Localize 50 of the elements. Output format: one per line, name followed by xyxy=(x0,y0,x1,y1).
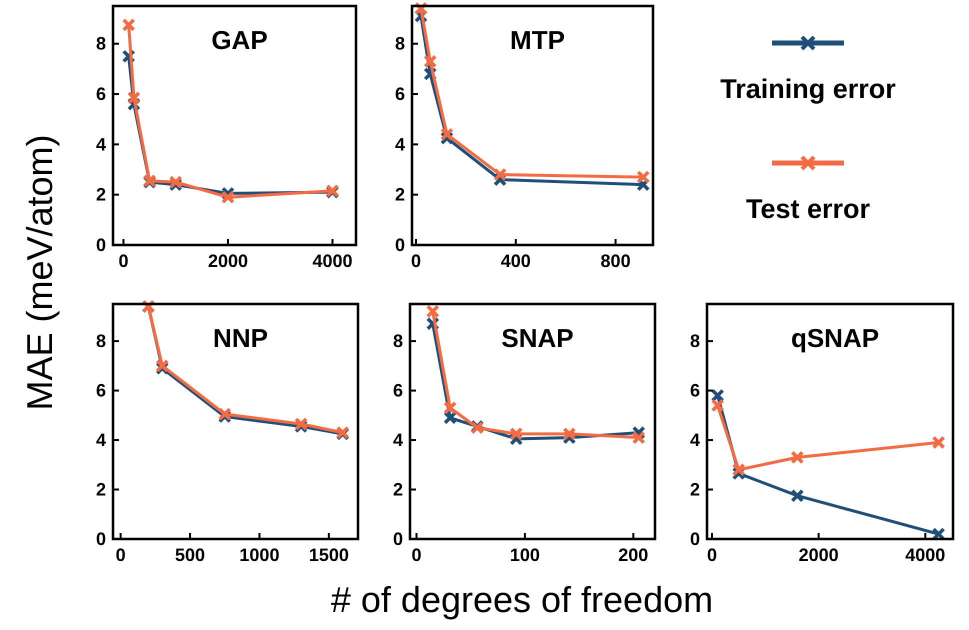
y-tick-label: 6 xyxy=(392,380,403,401)
legend-label: Training error xyxy=(720,74,896,104)
x-tick-label: 1000 xyxy=(239,545,280,565)
y-axis-title: MAE (meV/atom) xyxy=(19,134,60,411)
x-tick-label: 0 xyxy=(118,251,128,271)
y-tick-label: 8 xyxy=(96,331,106,352)
y-tick-label: 0 xyxy=(394,235,405,255)
y-tick-label: 2 xyxy=(96,480,106,500)
y-tick-label: 8 xyxy=(96,34,106,54)
y-tick-label: 4 xyxy=(392,430,403,450)
x-tick-label: 0 xyxy=(411,545,422,565)
y-tick-label: 8 xyxy=(690,331,700,352)
y-tick-label: 0 xyxy=(392,529,403,549)
x-tick-label: 0 xyxy=(707,545,718,565)
legend-label: Test error xyxy=(746,194,871,224)
x-tick-label: 100 xyxy=(510,545,540,565)
y-tick-label: 6 xyxy=(690,380,700,401)
x-tick-label: 1500 xyxy=(308,545,349,565)
x-tick-label: 0 xyxy=(410,251,421,271)
x-tick-label: 4000 xyxy=(312,251,353,271)
y-tick-label: 2 xyxy=(690,480,700,500)
x-tick-label: 500 xyxy=(175,545,206,565)
y-tick-label: 8 xyxy=(394,34,405,54)
y-tick-label: 6 xyxy=(394,84,405,104)
x-tick-label: 4000 xyxy=(905,545,946,565)
y-tick-label: 0 xyxy=(96,235,106,255)
text: GAP xyxy=(211,25,268,55)
y-tick-label: 2 xyxy=(96,184,106,205)
y-tick-label: 4 xyxy=(96,430,106,450)
y-tick-label: 4 xyxy=(690,430,700,450)
y-tick-label: 6 xyxy=(96,380,106,401)
x-tick-label: 200 xyxy=(618,545,648,565)
y-tick-label: 2 xyxy=(394,184,405,205)
y-tick-label: 6 xyxy=(96,84,106,104)
x-tick-label: 2000 xyxy=(208,251,248,271)
y-tick-label: 4 xyxy=(96,134,106,154)
y-tick-label: 4 xyxy=(394,134,405,154)
y-tick-label: 0 xyxy=(690,529,700,549)
x-tick-label: 2000 xyxy=(798,545,839,565)
text: qSNAP xyxy=(790,323,880,353)
x-tick-label: 400 xyxy=(500,251,531,271)
text: NNP xyxy=(213,323,268,353)
text: MTP xyxy=(510,25,565,55)
x-tick-label: 0 xyxy=(116,545,126,565)
y-tick-label: 8 xyxy=(392,331,403,352)
text: SNAP xyxy=(501,323,574,353)
x-tick-label: 800 xyxy=(600,251,631,271)
x-axis-title: # of degrees of freedom xyxy=(330,579,714,620)
y-tick-label: 2 xyxy=(392,480,403,500)
y-tick-label: 0 xyxy=(96,529,106,549)
